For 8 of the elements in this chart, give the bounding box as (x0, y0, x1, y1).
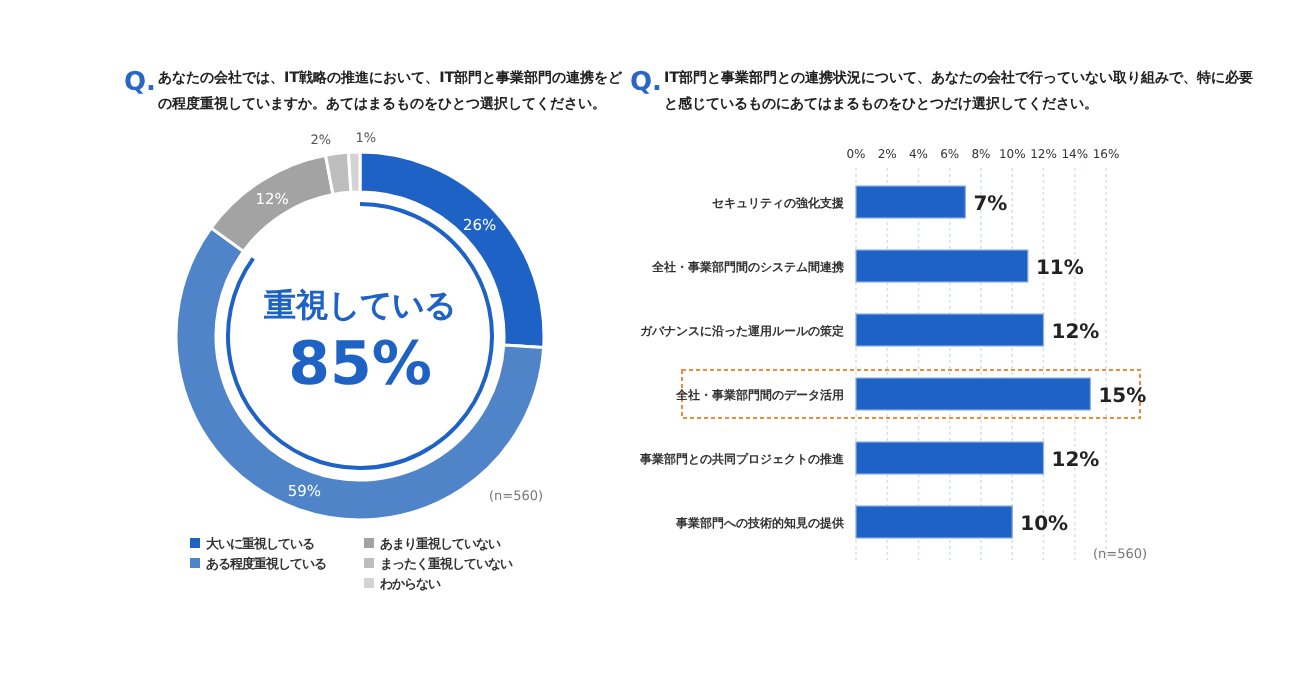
data-label: 10% (1020, 514, 1069, 536)
data-label: 11% (1035, 258, 1084, 280)
data-label: 15% (1098, 386, 1147, 408)
text: 85% (288, 330, 432, 400)
text: 重視している (262, 286, 456, 324)
data-label: 12% (1051, 450, 1100, 472)
data-label: 12% (1051, 322, 1100, 344)
data-label: 7% (973, 194, 1008, 216)
